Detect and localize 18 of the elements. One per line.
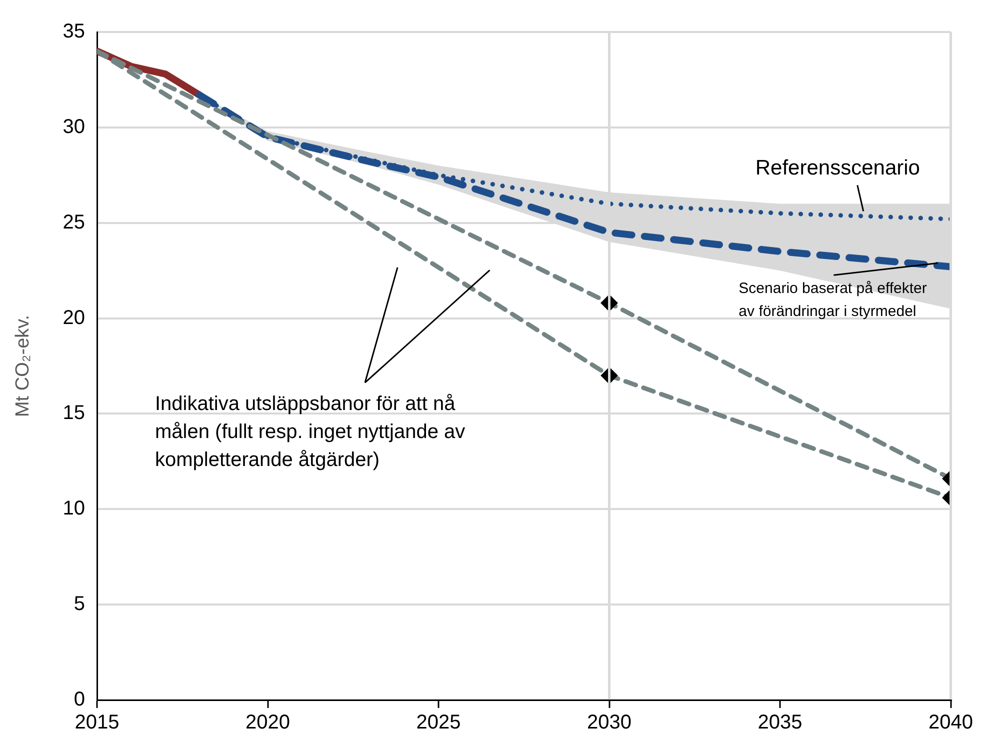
series-label: Scenario baserat på effekter av förändringar i styrmedel	[738, 280, 927, 320]
y-tick-label: 35	[62, 20, 85, 43]
y-axis-title: Mt CO₂-ekv.	[12, 314, 34, 418]
y-tick-label: 25	[62, 211, 85, 234]
y-tick-label: 5	[74, 593, 85, 616]
y-tick-label: 0	[74, 688, 85, 711]
x-tick-label: 2035	[758, 712, 802, 734]
y-tick-label: 20	[62, 306, 85, 329]
x-tick-label: 2015	[74, 712, 120, 734]
annotation: Indikativa utsläppsbanor för att nå målen (fullt resp. inget nyttjande av kompletterande åtgärder)	[155, 393, 466, 472]
y-tick-label: 30	[62, 116, 85, 138]
y-tick-label: 15	[62, 402, 85, 424]
x-tick-label: 2020	[246, 712, 290, 734]
x-tick-label: 2025	[416, 712, 461, 734]
series-label: Referensscenario	[755, 156, 920, 180]
y-tick-label: 10	[62, 498, 85, 520]
x-tick-label: 2030	[587, 712, 632, 734]
x-tick-label: 2040	[928, 712, 974, 734]
